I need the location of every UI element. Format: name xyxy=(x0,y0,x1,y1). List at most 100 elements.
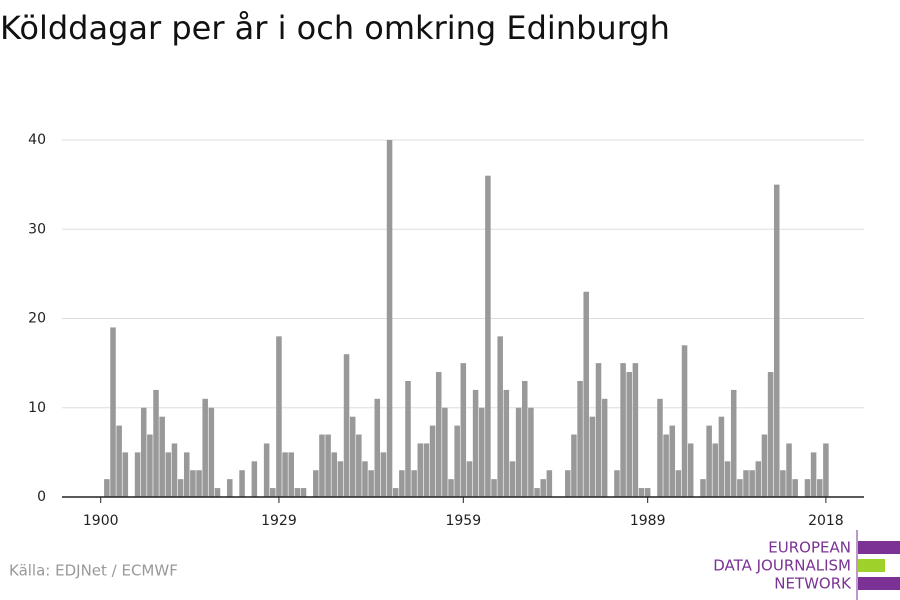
bar xyxy=(718,416,725,497)
bar xyxy=(337,461,344,497)
bar xyxy=(816,479,823,497)
bar xyxy=(435,372,442,497)
bar xyxy=(614,470,620,497)
bar xyxy=(263,443,270,497)
bar xyxy=(147,434,153,497)
bar xyxy=(601,398,608,497)
bar xyxy=(159,416,165,497)
bar xyxy=(405,380,411,497)
bar xyxy=(319,434,325,497)
bar xyxy=(399,470,405,497)
bar xyxy=(153,389,159,497)
bar xyxy=(743,470,749,497)
bar xyxy=(540,479,546,497)
bar xyxy=(571,434,577,497)
y-tick-label: 0 xyxy=(37,489,46,505)
bar xyxy=(349,416,356,497)
y-tick-label: 10 xyxy=(28,400,46,416)
bar xyxy=(521,380,528,497)
bar xyxy=(239,470,245,497)
source: Källa: EDJNet / ECMWF xyxy=(9,562,178,580)
logo-text: DATA JOURNALISM xyxy=(713,557,851,575)
bar xyxy=(325,434,331,497)
bar xyxy=(356,434,362,497)
bar xyxy=(208,407,215,497)
bar xyxy=(288,452,294,497)
bar xyxy=(270,488,276,497)
logo-bar xyxy=(858,577,900,590)
bar xyxy=(595,363,602,497)
bar xyxy=(466,461,473,497)
bar xyxy=(749,470,755,497)
bar xyxy=(767,372,774,497)
logo-text: EUROPEAN xyxy=(768,539,851,557)
bar xyxy=(810,452,817,497)
bar xyxy=(448,479,454,497)
bar xyxy=(442,407,448,497)
bar xyxy=(429,425,436,497)
bar xyxy=(362,461,368,497)
bar xyxy=(190,470,196,497)
x-tick-label: 1900 xyxy=(83,513,119,529)
bar xyxy=(282,452,288,497)
bar xyxy=(183,452,190,497)
bar xyxy=(663,434,669,497)
bar xyxy=(737,479,743,497)
bar xyxy=(122,452,129,497)
bar xyxy=(792,479,798,497)
bar xyxy=(657,398,663,497)
bar xyxy=(534,488,540,497)
bar xyxy=(368,470,374,497)
bar xyxy=(577,380,583,497)
bar xyxy=(724,461,731,497)
y-tick-label: 40 xyxy=(28,132,46,148)
x-tick-label: 2018 xyxy=(808,513,844,529)
bar xyxy=(638,488,645,497)
bar xyxy=(804,479,811,497)
bar xyxy=(632,363,639,497)
bar xyxy=(386,140,393,497)
bar xyxy=(214,488,221,497)
bar xyxy=(300,488,307,497)
bar xyxy=(589,416,596,497)
bar xyxy=(509,461,516,497)
bar xyxy=(411,470,417,497)
bar xyxy=(380,452,387,497)
bar xyxy=(423,443,430,497)
logo-bar xyxy=(858,541,900,554)
bar xyxy=(786,443,792,497)
bar xyxy=(116,425,122,497)
bar xyxy=(675,470,682,497)
bar xyxy=(620,363,626,497)
bar xyxy=(460,363,467,497)
bar xyxy=(202,398,208,497)
bar xyxy=(515,407,522,497)
bar xyxy=(497,336,503,497)
bar xyxy=(669,425,676,497)
bar xyxy=(700,479,706,497)
bar xyxy=(171,443,178,497)
bar xyxy=(251,461,258,497)
bar xyxy=(583,291,589,497)
bar xyxy=(761,434,768,497)
bar xyxy=(565,470,571,497)
bar xyxy=(196,470,202,497)
bar xyxy=(730,389,737,497)
bar xyxy=(177,479,184,497)
bar xyxy=(104,479,110,497)
x-tick-label: 1929 xyxy=(261,513,297,529)
bar xyxy=(644,488,651,497)
bar xyxy=(134,452,141,497)
bar xyxy=(681,345,688,497)
bar xyxy=(294,488,301,497)
bar xyxy=(392,488,399,497)
bar xyxy=(491,479,497,497)
bar xyxy=(331,452,338,497)
x-tick-label: 1989 xyxy=(630,513,666,529)
bar xyxy=(485,175,491,497)
x-tick-label: 1959 xyxy=(445,513,481,529)
bar xyxy=(417,443,424,497)
bar xyxy=(712,443,719,497)
bar xyxy=(374,398,381,497)
